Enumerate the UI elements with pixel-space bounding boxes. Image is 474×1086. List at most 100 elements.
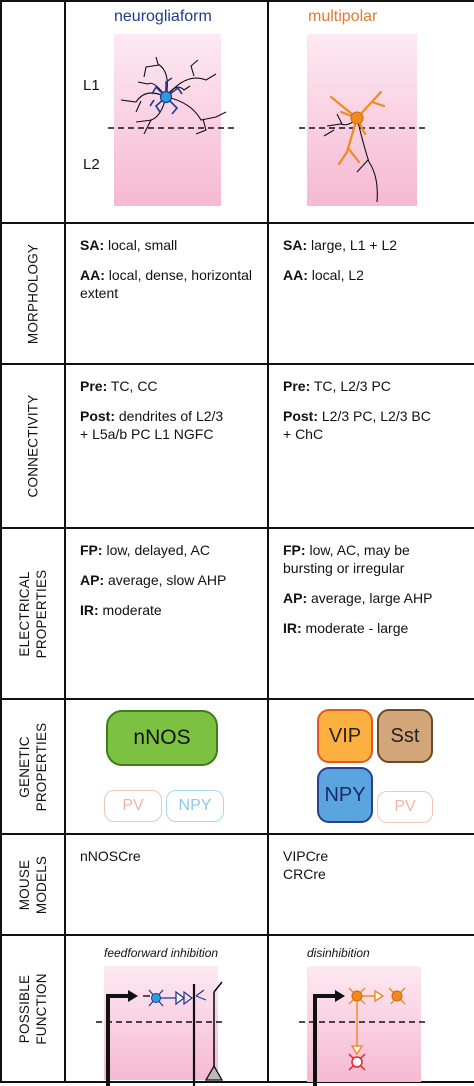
multipolar-mouse-cell: VIPCre CRCre [267, 833, 474, 936]
ngfc-post-key: Post: [80, 408, 115, 424]
connectivity-label: CONNECTIVITY [25, 394, 41, 498]
ngfc-connectivity-cell: Pre: TC, CC Post: dendrites of L2/3 + L5… [64, 363, 269, 529]
vip-marker-box: VIP [317, 709, 373, 763]
multipolar-function-box [307, 966, 421, 1082]
multipolar-aa-key: AA: [283, 267, 308, 283]
multipolar-electrical-text: FP: low, AC, may be bursting or irregula… [269, 529, 474, 637]
genetic-label-line2: PROPERTIES [34, 722, 49, 811]
ngfc-morphology-text: SA: local, small AA: local, dense, horiz… [66, 224, 267, 302]
connectivity-label-cell: CONNECTIVITY [0, 363, 66, 529]
ngfc-post-value: dendrites of L2/3 + L5a/b PC L1 NGFC [80, 408, 224, 442]
electrical-label-cell: ELECTRICAL PROPERTIES [0, 527, 66, 700]
ngfc-function-cell: feedforward inhibition [64, 934, 269, 1086]
row-connectivity: CONNECTIVITY Pre: TC, CC Post: dendrites… [0, 363, 474, 529]
ngfc-pre-value: TC, CC [107, 378, 158, 394]
ngfc-sa-value: local, small [104, 237, 178, 253]
ngfc-sa-key: SA: [80, 237, 105, 253]
ngfc-ir-key: IR: [80, 602, 99, 618]
ngfc-drawing-cell: neurogliaform L1 L2 [64, 0, 269, 224]
crcre-line: CRCre [283, 866, 326, 882]
row-genetic: GENETIC PROPERTIES nNOS PV NPY VIP Sst N… [0, 698, 474, 835]
ngfc-ir-value: moderate [98, 602, 162, 618]
ngfc-ap-value: average, slow AHP [104, 572, 227, 588]
genetic-label-cell: GENETIC PROPERTIES [0, 698, 66, 835]
sst-marker-box: Sst [377, 709, 433, 763]
ngfc-fp-value: low, delayed, AC [102, 542, 210, 558]
npy-faded-marker-left: NPY [166, 790, 224, 822]
header-blank-cell [0, 0, 66, 224]
multipolar-neuron-drawing [299, 90, 427, 203]
ngfc-function-box [104, 966, 218, 1080]
npy-marker-box: NPY [317, 767, 373, 823]
morphology-label-cell: MORPHOLOGY [0, 222, 66, 365]
ngfc-mouse-line: nNOSCre [80, 848, 141, 864]
pv-faded-marker-right: PV [377, 791, 433, 823]
multipolar-ap-key: AP: [283, 590, 308, 606]
layer-l2-label: L2 [83, 156, 100, 173]
row-mouse-models: MOUSE MODELS nNOSCre VIPCre CRCre [0, 833, 474, 936]
multipolar-sa-key: SA: [283, 237, 308, 253]
mouse-label-cell: MOUSE MODELS [0, 833, 66, 936]
function-label-line2: FUNCTION [34, 972, 49, 1045]
ngfc-title: neurogliaform [114, 8, 212, 25]
multipolar-genetic-cell: VIP Sst NPY PV [267, 698, 474, 835]
disinhibition-circuit [299, 987, 429, 1086]
disinhibition-title: disinhibition [307, 946, 370, 960]
multipolar-sa-value: large, L1 + L2 [307, 237, 398, 253]
multipolar-connectivity-text: Pre: TC, L2/3 PC Post: L2/3 PC, L2/3 BC … [269, 365, 474, 443]
ngfc-electrical-cell: FP: low, delayed, AC AP: average, slow A… [64, 527, 269, 700]
ngfc-genetic-cell: nNOS PV NPY [64, 698, 269, 835]
function-label-cell: POSSIBLE FUNCTION [0, 934, 66, 1083]
multipolar-morphology-text: SA: large, L1 + L2 AA: local, L2 [269, 224, 474, 284]
row-morphology: MORPHOLOGY SA: local, small AA: local, d… [0, 222, 474, 365]
multipolar-ir-key: IR: [283, 620, 302, 636]
ngfc-neuron-drawing [108, 56, 236, 135]
mouse-label-line2: MODELS [34, 855, 49, 914]
multipolar-electrical-cell: FP: low, AC, may be bursting or irregula… [267, 527, 474, 700]
ngfc-connectivity-text: Pre: TC, CC Post: dendrites of L2/3 + L5… [66, 365, 267, 443]
multipolar-title: multipolar [308, 8, 378, 25]
multipolar-pre-key: Pre: [283, 378, 311, 394]
ngfc-mouse-cell: nNOSCre [64, 833, 269, 936]
row-function: POSSIBLE FUNCTION feedforward inhibition [0, 934, 474, 1086]
mouse-label: MOUSE MODELS [16, 855, 50, 913]
multipolar-pre-value: TC, L2/3 PC [310, 378, 391, 394]
multipolar-ap-value: average, large AHP [307, 590, 433, 606]
vipcre-line: VIPCre [283, 848, 329, 864]
ngfc-morphology-cell: SA: local, small AA: local, dense, horiz… [64, 222, 269, 365]
multipolar-aa-value: local, L2 [307, 267, 364, 283]
layer-l1-label: L1 [83, 77, 100, 94]
ngfc-pre-key: Pre: [80, 378, 108, 394]
ngfc-aa-value: local, dense, horizontal extent [80, 267, 252, 301]
row-morphology-drawing: neurogliaform L1 L2 [0, 0, 474, 224]
function-label-line1: POSSIBLE [17, 974, 32, 1043]
ngfc-fp-key: FP: [80, 542, 103, 558]
electrical-label-line2: PROPERTIES [34, 569, 49, 658]
multipolar-connectivity-cell: Pre: TC, L2/3 PC Post: L2/3 PC, L2/3 BC … [267, 363, 474, 529]
electrical-label: ELECTRICAL PROPERTIES [16, 569, 50, 658]
row-electrical: ELECTRICAL PROPERTIES FP: low, delayed, … [0, 527, 474, 700]
multipolar-drawing-cell: multipolar [267, 0, 474, 224]
genetic-label: GENETIC PROPERTIES [16, 722, 50, 811]
multipolar-fp-value: low, AC, may be bursting or irregular [283, 542, 410, 576]
multipolar-function-cell: disinhibition [267, 934, 474, 1086]
genetic-label-line1: GENETIC [17, 735, 32, 798]
electrical-label-line1: ELECTRICAL [17, 570, 32, 657]
feedforward-circuit [96, 981, 226, 1086]
ngfc-aa-key: AA: [80, 267, 105, 283]
multipolar-ir-value: moderate - large [301, 620, 409, 636]
pv-faded-marker: PV [104, 790, 162, 822]
ngfc-electrical-text: FP: low, delayed, AC AP: average, slow A… [66, 529, 267, 619]
multipolar-post-key: Post: [283, 408, 318, 424]
multipolar-post-value: L2/3 PC, L2/3 BC + ChC [283, 408, 431, 442]
ngfc-mouse-text: nNOSCre [66, 835, 267, 865]
morphology-label: MORPHOLOGY [25, 243, 41, 344]
function-label: POSSIBLE FUNCTION [16, 973, 50, 1044]
multipolar-mouse-text: VIPCre CRCre [269, 835, 474, 883]
ngfc-ap-key: AP: [80, 572, 105, 588]
feedforward-title: feedforward inhibition [104, 946, 219, 960]
mouse-label-line1: MOUSE [17, 859, 32, 910]
multipolar-fp-key: FP: [283, 542, 306, 558]
